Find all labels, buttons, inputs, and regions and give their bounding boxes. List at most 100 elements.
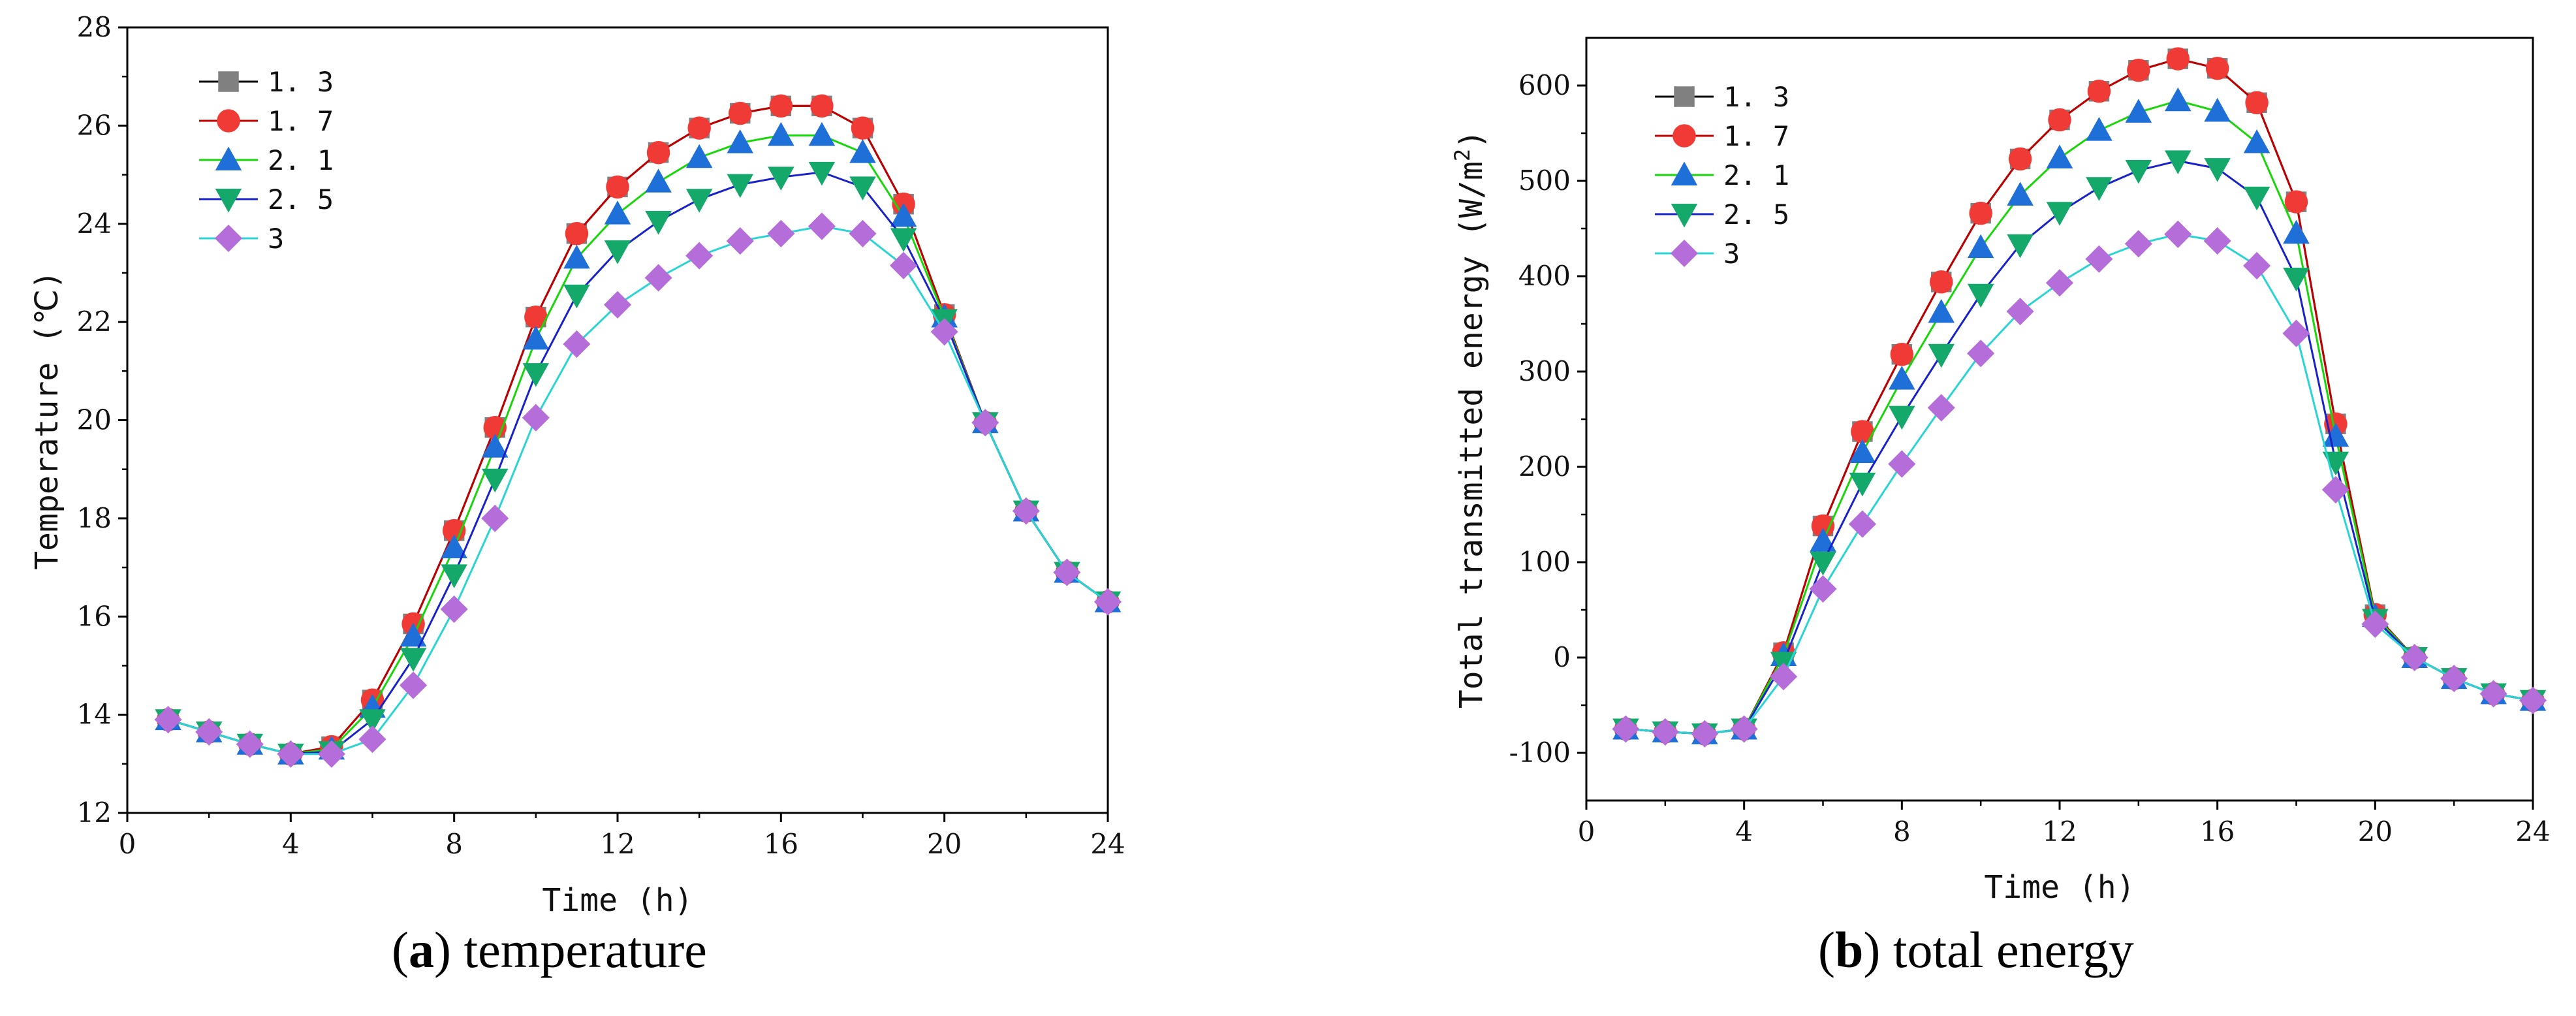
data-point — [277, 740, 305, 768]
data-point — [645, 168, 672, 193]
data-point — [2400, 643, 2428, 672]
y-tick-label: 24 — [77, 208, 112, 240]
data-point — [685, 242, 714, 270]
y-tick-label: 12 — [77, 797, 112, 829]
legend-marker — [215, 189, 242, 213]
data-point — [1849, 439, 1876, 464]
data-point — [2046, 144, 2073, 168]
data-point — [1928, 298, 1955, 323]
data-point — [810, 94, 834, 118]
caption-a: (a) temperature — [392, 921, 707, 979]
legend-entry: 1. 7 — [199, 105, 334, 137]
data-point — [2479, 680, 2507, 708]
y-tick-label: 100 — [1518, 546, 1571, 578]
data-point — [2284, 190, 2308, 214]
data-point — [522, 363, 550, 387]
x-tick-label: 4 — [282, 828, 300, 860]
legend-label: 2. 1 — [268, 144, 334, 176]
caption-a-tag: a — [408, 921, 434, 978]
data-point — [849, 176, 876, 200]
data-point — [930, 318, 958, 346]
data-point — [849, 219, 877, 247]
y-tick-label: 200 — [1518, 451, 1571, 483]
data-point — [645, 211, 672, 235]
data-point — [565, 222, 589, 246]
x-tick-label: 20 — [927, 828, 962, 860]
data-point — [522, 404, 550, 432]
data-point — [1093, 588, 1122, 616]
data-point — [767, 219, 795, 247]
series-1-3 — [1615, 48, 2543, 744]
data-point — [1809, 575, 1837, 603]
data-point — [729, 101, 752, 125]
data-point — [2085, 245, 2113, 273]
legend-marker — [1673, 124, 1696, 148]
data-point — [890, 202, 917, 227]
y-tick-label: 16 — [77, 600, 112, 632]
data-point — [563, 284, 590, 309]
chart-a: 0 4 8 12 16 20 24 12 14 16 18 20 22 24 26 28 Time (h) Tem… — [29, 11, 1125, 919]
y-tick-label: 0 — [1553, 641, 1571, 673]
data-point — [2007, 234, 2034, 259]
data-point — [2045, 269, 2074, 297]
caption-a-open: ( — [392, 921, 409, 978]
legend-entry: 3 — [1655, 238, 1740, 270]
data-point — [604, 240, 631, 264]
data-point — [646, 140, 670, 165]
legend-entry: 2. 5 — [1655, 198, 1789, 230]
x-tick-label: 16 — [2200, 816, 2235, 848]
y-axis-title: Temperature (℃) — [29, 270, 65, 569]
data-point — [1889, 405, 1915, 430]
data-point — [2440, 665, 2468, 693]
data-point — [687, 116, 711, 140]
y-tick-label: -100 — [1509, 737, 1571, 769]
x-tick-label: 0 — [119, 828, 136, 860]
data-point — [440, 595, 468, 624]
series-2-1 — [155, 121, 1122, 765]
caption-b-tag: b — [1834, 921, 1864, 978]
y-tick-label: 14 — [77, 699, 112, 731]
data-point — [2283, 219, 2310, 244]
data-point — [1012, 497, 1040, 525]
data-point — [603, 291, 632, 319]
legend-marker — [218, 71, 239, 92]
legend-label: 3 — [268, 223, 284, 255]
caption-b: (b) total energy — [1818, 921, 2134, 979]
data-point — [2245, 91, 2269, 115]
data-point — [726, 227, 754, 255]
data-point — [890, 228, 917, 252]
legend-marker — [215, 146, 242, 170]
data-point — [441, 534, 467, 558]
x-axis-title: Time (h) — [542, 882, 693, 919]
data-point — [2166, 47, 2190, 71]
y-tick-label: 20 — [77, 404, 112, 436]
legend-entry: 2. 1 — [1655, 159, 1789, 191]
data-point — [1770, 663, 1798, 691]
caption-b-open: ( — [1818, 921, 1835, 978]
series-2-5 — [155, 161, 1122, 768]
legend-marker — [1674, 86, 1695, 107]
y-tick-label: 300 — [1518, 355, 1571, 387]
data-point — [727, 129, 754, 153]
legend-marker — [1670, 239, 1699, 268]
data-point — [2127, 58, 2150, 82]
data-point — [1890, 342, 1914, 366]
data-point — [2086, 117, 2113, 141]
series-3 — [154, 212, 1122, 768]
y-tick-label: 26 — [77, 109, 112, 141]
y-axis-title: Total transmitted energy (W/m2) — [1450, 130, 1490, 708]
series-line — [1626, 233, 2534, 735]
caption-a-text: ) temperature — [433, 921, 707, 978]
data-point — [808, 212, 836, 240]
data-point — [971, 409, 999, 437]
y-tick-label: 400 — [1518, 260, 1571, 292]
data-point — [1969, 201, 1992, 225]
data-point — [1967, 283, 1994, 308]
data-point — [317, 740, 345, 768]
data-point — [154, 706, 182, 734]
data-point — [400, 671, 428, 699]
series-3 — [1612, 220, 2547, 748]
data-point — [851, 116, 875, 140]
x-tick-label: 8 — [1893, 816, 1911, 848]
